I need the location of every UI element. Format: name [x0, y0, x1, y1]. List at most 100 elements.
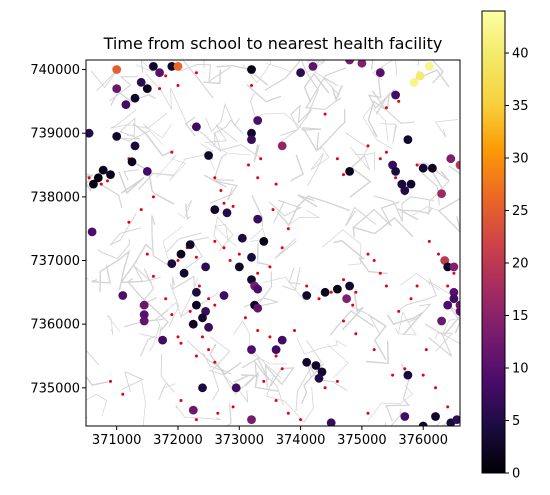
- road-line: [141, 381, 146, 426]
- road-line: [154, 302, 182, 321]
- road-line: [208, 143, 251, 156]
- health-facility-point: [179, 341, 183, 345]
- colorbar-gradient: [481, 10, 506, 474]
- colorbar-tick-label: 35: [512, 99, 529, 114]
- road-line: [86, 375, 109, 386]
- road-line: [295, 340, 323, 412]
- school-point: [431, 412, 440, 421]
- road-line: [166, 232, 202, 253]
- road-network-basemap: [86, 60, 460, 426]
- health-facility-point: [99, 182, 103, 186]
- school-point: [87, 227, 97, 237]
- school-point: [192, 287, 201, 297]
- health-facility-point: [384, 106, 388, 110]
- road-line: [135, 60, 154, 73]
- school-point: [192, 300, 201, 310]
- school-point: [130, 141, 140, 151]
- health-facility-point: [231, 204, 235, 208]
- school-point: [342, 294, 351, 304]
- road-line: [209, 343, 242, 376]
- road-line: [373, 195, 434, 222]
- health-facility-point: [247, 163, 250, 167]
- school-point: [406, 179, 416, 189]
- road-line: [280, 104, 313, 137]
- road-line: [138, 172, 174, 190]
- school-point: [326, 418, 336, 426]
- health-facility-point: [421, 373, 425, 377]
- school-point: [403, 135, 413, 145]
- road-line: [372, 60, 398, 81]
- road-line: [412, 206, 440, 216]
- health-facility-point: [342, 173, 345, 177]
- health-facility-point: [256, 271, 260, 275]
- health-facility-markers: [87, 71, 456, 422]
- road-line: [160, 353, 175, 393]
- health-facility-point: [213, 176, 217, 180]
- school-point: [188, 319, 198, 329]
- road-line: [352, 216, 414, 238]
- health-facility-point: [378, 157, 382, 161]
- school-point: [302, 357, 312, 367]
- school-point: [345, 281, 354, 291]
- health-facility-point: [366, 144, 370, 148]
- health-facility-point: [259, 157, 263, 161]
- school-point: [345, 60, 354, 65]
- school-point: [418, 163, 428, 173]
- health-facility-point: [437, 252, 440, 256]
- y-tick-label: 738000: [30, 190, 80, 205]
- road-line: [354, 151, 376, 171]
- school-point: [231, 383, 241, 393]
- school-point: [271, 345, 281, 354]
- school-point: [121, 100, 131, 109]
- road-line: [140, 60, 144, 73]
- colorbar-tick-label: 5: [512, 414, 520, 429]
- health-facility-point: [378, 271, 382, 275]
- health-facility-point: [335, 157, 339, 161]
- road-line: [428, 179, 450, 215]
- school-point: [219, 291, 229, 300]
- x-tick-label: 371000: [92, 433, 142, 448]
- school-point: [127, 157, 137, 167]
- road-line: [353, 201, 400, 228]
- school-point: [176, 249, 186, 259]
- road-line: [139, 335, 156, 357]
- health-facility-point: [446, 405, 450, 409]
- road-line: [86, 393, 108, 419]
- road-line: [441, 318, 460, 344]
- road-line: [213, 153, 235, 181]
- road-line: [434, 332, 454, 352]
- road-line: [421, 172, 440, 206]
- road-line: [266, 63, 292, 73]
- road-line: [99, 249, 131, 293]
- road-line: [386, 312, 423, 336]
- plot-frame: [85, 59, 461, 427]
- health-facility-point: [342, 278, 345, 282]
- school-point: [192, 122, 201, 132]
- road-line: [86, 364, 87, 367]
- school-point: [98, 165, 108, 175]
- school-point: [247, 65, 256, 74]
- school-point: [149, 62, 158, 71]
- road-line: [182, 236, 209, 271]
- road-line: [226, 403, 232, 426]
- school-point: [455, 160, 460, 170]
- health-facility-point: [106, 179, 109, 183]
- road-line: [397, 277, 437, 312]
- road-line: [177, 200, 193, 219]
- school-point: [167, 62, 177, 71]
- school-point: [222, 208, 232, 218]
- health-facility-point: [305, 284, 309, 288]
- health-facility-point: [424, 348, 428, 352]
- road-line: [266, 375, 314, 423]
- road-line: [287, 210, 320, 226]
- school-point: [188, 405, 198, 415]
- x-tick-label: 373000: [214, 433, 264, 448]
- road-line: [365, 340, 389, 365]
- school-point: [400, 412, 410, 421]
- road-line: [276, 195, 350, 227]
- road-line: [172, 275, 195, 290]
- road-line: [322, 229, 362, 266]
- y-tick-label: 736000: [30, 318, 80, 333]
- road-line: [214, 132, 262, 160]
- school-point: [204, 322, 214, 332]
